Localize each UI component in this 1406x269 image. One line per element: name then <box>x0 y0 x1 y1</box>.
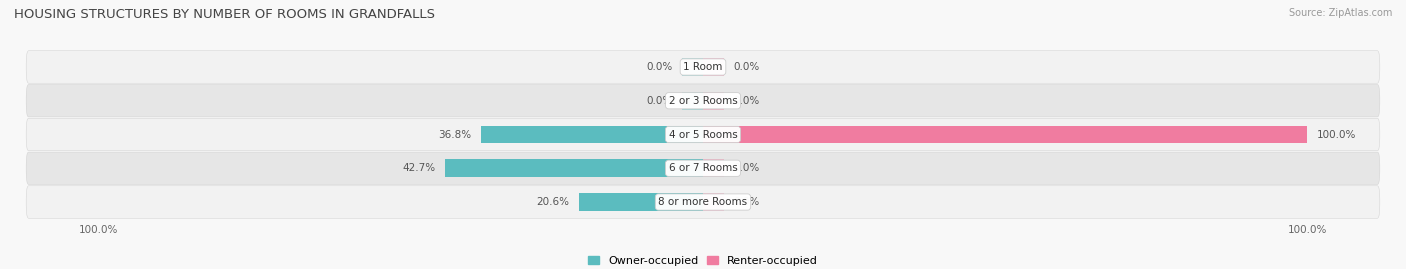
FancyBboxPatch shape <box>27 51 1379 83</box>
Bar <box>578 193 703 211</box>
Text: 0.0%: 0.0% <box>647 96 673 106</box>
Text: 36.8%: 36.8% <box>439 129 471 140</box>
Text: Source: ZipAtlas.com: Source: ZipAtlas.com <box>1288 8 1392 18</box>
Text: 6 or 7 Rooms: 6 or 7 Rooms <box>669 163 737 173</box>
Bar <box>703 193 724 211</box>
Text: 100.0%: 100.0% <box>1316 129 1355 140</box>
Text: 0.0%: 0.0% <box>733 163 759 173</box>
Bar <box>703 160 724 177</box>
Legend: Owner-occupied, Renter-occupied: Owner-occupied, Renter-occupied <box>583 251 823 269</box>
Text: 42.7%: 42.7% <box>402 163 436 173</box>
Text: 0.0%: 0.0% <box>733 197 759 207</box>
Bar <box>682 58 703 76</box>
Bar <box>444 160 703 177</box>
Text: 0.0%: 0.0% <box>733 62 759 72</box>
Bar <box>703 58 724 76</box>
Text: 8 or more Rooms: 8 or more Rooms <box>658 197 748 207</box>
Bar <box>682 92 703 109</box>
FancyBboxPatch shape <box>27 118 1379 151</box>
Text: 4 or 5 Rooms: 4 or 5 Rooms <box>669 129 737 140</box>
Text: 20.6%: 20.6% <box>537 197 569 207</box>
Bar <box>703 92 724 109</box>
Bar <box>481 126 703 143</box>
Text: 2 or 3 Rooms: 2 or 3 Rooms <box>669 96 737 106</box>
FancyBboxPatch shape <box>27 84 1379 117</box>
FancyBboxPatch shape <box>27 152 1379 185</box>
Text: 1 Room: 1 Room <box>683 62 723 72</box>
Text: 0.0%: 0.0% <box>647 62 673 72</box>
FancyBboxPatch shape <box>27 186 1379 218</box>
Text: 0.0%: 0.0% <box>733 96 759 106</box>
Bar <box>703 126 1308 143</box>
Text: HOUSING STRUCTURES BY NUMBER OF ROOMS IN GRANDFALLS: HOUSING STRUCTURES BY NUMBER OF ROOMS IN… <box>14 8 434 21</box>
